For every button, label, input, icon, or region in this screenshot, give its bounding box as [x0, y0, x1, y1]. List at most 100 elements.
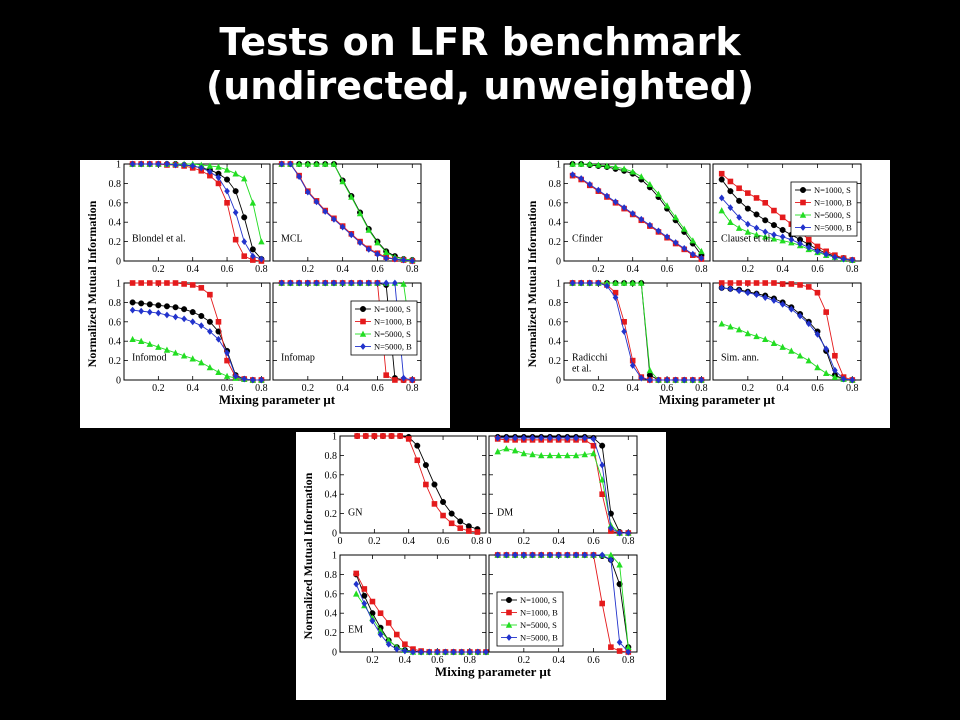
panel-label: Blondel et al. [132, 234, 186, 245]
panel-frame [563, 282, 711, 381]
data-point [779, 237, 786, 244]
data-point [361, 586, 368, 592]
data-point [392, 377, 398, 383]
data-point [770, 235, 778, 242]
y-tick-label: 0.4 [549, 218, 562, 229]
series-n-1000-b [354, 433, 481, 535]
data-point [250, 257, 256, 263]
legend-label: N=5000, S [814, 210, 851, 220]
data-point [638, 173, 645, 180]
data-point [475, 648, 481, 656]
data-point [771, 207, 777, 214]
data-point [382, 248, 390, 256]
legend-label: N=5000, B [814, 223, 852, 233]
data-point [137, 337, 145, 344]
series-line [281, 163, 413, 262]
data-point [232, 372, 239, 380]
data-point [393, 631, 400, 638]
y-axis-label: Normalized Mutual Information [525, 200, 539, 367]
data-point [599, 491, 605, 497]
data-point [465, 523, 472, 530]
data-point [287, 279, 294, 287]
data-point [457, 525, 464, 531]
data-point [129, 160, 136, 168]
x-tick-label: 0.4 [399, 655, 412, 666]
data-point [578, 175, 584, 182]
data-point [278, 160, 285, 168]
data-point [155, 280, 162, 286]
data-point [146, 160, 153, 168]
x-tick-label: 0.6 [661, 383, 674, 394]
data-point [353, 570, 360, 577]
data-point [457, 518, 464, 525]
data-point [129, 335, 136, 343]
data-point [198, 312, 205, 319]
series-line [281, 163, 413, 261]
data-point [762, 217, 769, 224]
x-tick-label: 0.8 [255, 383, 267, 394]
y-axis-label: Normalized Mutual Information [85, 200, 99, 367]
panel-blondel-et-al: 0 0.2 0.4 0.6 0.8 1 0.2 0.4 0.6 0.8 Blondel et al. [109, 160, 271, 275]
data-point [224, 187, 230, 195]
panel-label: Cfinder [572, 234, 603, 245]
legend-label: N=5000, S [520, 620, 557, 630]
y-tick-label: 0.6 [109, 198, 122, 209]
y-tick-label: 0.6 [325, 470, 338, 481]
x-tick-label: 0.4 [552, 655, 565, 666]
data-point [374, 239, 381, 246]
data-point [788, 347, 795, 354]
data-point [647, 221, 653, 229]
data-point [616, 581, 623, 588]
data-point [400, 256, 407, 264]
y-tick-label: 0.8 [325, 570, 338, 581]
data-point [440, 498, 447, 505]
data-point [250, 376, 256, 384]
x-tick-label: 0.6 [587, 655, 600, 666]
x-tick-label: 0.8 [622, 655, 635, 666]
x-tick-label: 0.4 [402, 536, 415, 547]
data-point [831, 373, 839, 380]
data-point [215, 368, 222, 376]
data-point [258, 255, 265, 263]
series-n-5000-b [718, 284, 856, 384]
series-line [281, 163, 413, 262]
data-point [241, 253, 248, 259]
data-point [616, 648, 623, 654]
panel-label: Infomod [132, 353, 166, 364]
data-point [762, 228, 769, 236]
series-line [572, 282, 702, 381]
data-point [129, 306, 136, 314]
data-point [621, 204, 627, 212]
data-point [681, 225, 688, 232]
legend: N=1000, S N=1000, B N=5000, S N=5000, B [790, 181, 858, 237]
x-tick-label: 0.4 [336, 383, 349, 394]
data-point [788, 281, 795, 287]
series-line [497, 438, 629, 534]
data-point [555, 551, 562, 559]
data-point [805, 236, 812, 243]
y-tick-label: 0.8 [325, 451, 338, 462]
data-point [727, 178, 734, 185]
series-line [721, 287, 853, 381]
data-point [629, 357, 636, 364]
legend-label: N=1000, B [374, 317, 412, 327]
panel-sim-ann: 0.2 0.4 0.6 0.8 Sim. ann. [712, 280, 862, 394]
data-point [736, 213, 742, 221]
x-tick-label: 0.6 [431, 655, 444, 666]
data-point [207, 168, 213, 176]
y-tick-label: 0 [116, 376, 121, 387]
x-tick-label: 0.4 [776, 264, 789, 275]
data-point [494, 551, 501, 559]
series-line [132, 338, 262, 381]
data-point [215, 319, 222, 325]
data-point [223, 372, 231, 379]
data-point [249, 246, 256, 253]
data-point [331, 215, 337, 223]
data-point [361, 600, 368, 607]
data-point [434, 648, 441, 656]
data-point [762, 294, 769, 301]
panel-label: Clauset et al. [721, 234, 773, 245]
data-point [564, 551, 571, 559]
data-point [362, 433, 369, 439]
